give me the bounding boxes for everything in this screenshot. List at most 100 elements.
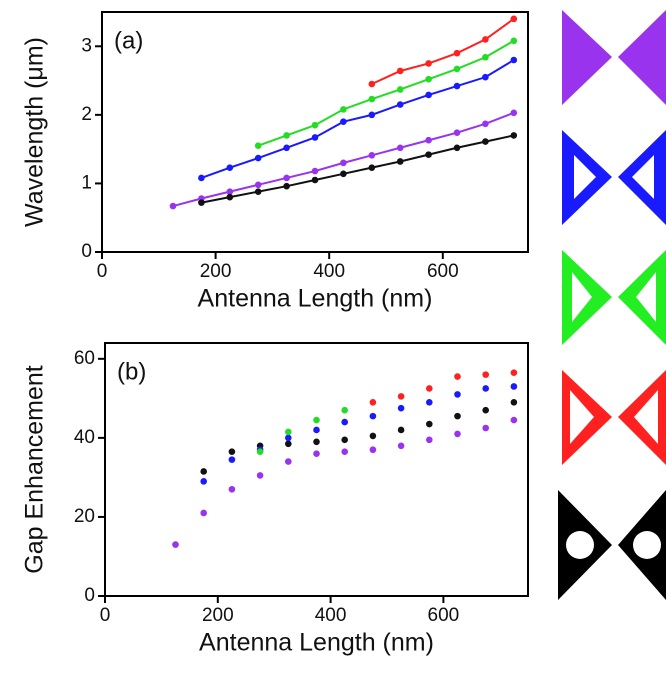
data-point <box>313 438 320 446</box>
data-point <box>228 485 236 493</box>
data-point <box>172 541 179 548</box>
data-point <box>510 109 518 117</box>
icon-hole <box>632 155 654 199</box>
data-point <box>341 418 349 426</box>
data-point <box>482 385 490 392</box>
y-tick-label: 40 <box>74 427 95 448</box>
data-point <box>283 144 290 152</box>
data-point <box>283 182 290 190</box>
data-point <box>510 398 518 406</box>
data-point <box>396 144 404 152</box>
y-tick-label: 0 <box>81 241 92 262</box>
data-point <box>340 106 347 113</box>
data-point <box>368 152 376 159</box>
data-point <box>425 136 432 144</box>
data-point <box>510 369 518 376</box>
icon-triangle <box>562 10 612 105</box>
y-tick-label: 0 <box>84 585 95 606</box>
y-axis-label: Gap Enhancement <box>21 365 49 574</box>
data-point <box>482 406 490 414</box>
data-point <box>510 416 518 424</box>
icon-hole <box>636 272 656 322</box>
data-point <box>254 154 262 162</box>
data-point <box>425 75 432 83</box>
data-point <box>369 398 377 406</box>
data-point <box>453 129 461 136</box>
data-point <box>341 406 349 414</box>
data-point <box>396 101 404 108</box>
data-point <box>254 181 262 189</box>
x-tick-label: 200 <box>202 605 234 626</box>
y-axis-label: Wavelength (μm) <box>21 37 49 227</box>
x-tick-label: 600 <box>428 605 460 626</box>
x-axis-label: Antenna Length (nm) <box>198 285 433 313</box>
data-point <box>313 426 320 434</box>
data-point <box>510 56 518 64</box>
data-point <box>426 398 433 406</box>
data-point <box>510 132 518 139</box>
y-tick-label: 60 <box>74 348 95 369</box>
data-point <box>454 391 461 398</box>
data-point <box>228 448 236 456</box>
data-point <box>397 393 405 400</box>
data-point <box>368 80 376 88</box>
data-point <box>396 86 404 93</box>
data-point <box>340 170 347 178</box>
data-point <box>369 412 377 420</box>
data-point <box>256 472 264 479</box>
data-point <box>426 385 433 392</box>
data-point <box>425 60 432 67</box>
data-point <box>285 440 292 448</box>
data-point <box>426 420 433 428</box>
data-point <box>200 468 207 475</box>
data-point <box>341 448 349 456</box>
data-point <box>482 424 490 432</box>
data-point <box>453 82 461 90</box>
panel-label: (b) <box>117 358 146 385</box>
data-point <box>425 91 432 99</box>
series-line <box>257 39 515 147</box>
data-point <box>369 446 377 454</box>
bowtie-icons <box>558 10 666 600</box>
data-point <box>285 458 292 465</box>
x-tick-label: 0 <box>100 605 111 626</box>
data-point <box>200 509 207 517</box>
data-point <box>368 95 376 103</box>
data-point <box>313 450 320 457</box>
data-point <box>396 67 404 75</box>
data-point <box>200 478 207 485</box>
data-point <box>311 121 319 129</box>
y-tick-label: 2 <box>81 104 92 125</box>
data-point <box>340 159 347 167</box>
data-point <box>368 111 376 119</box>
panel-label: (a) <box>114 27 143 54</box>
data-point <box>510 383 518 390</box>
plot-frame <box>104 342 529 597</box>
data-point <box>426 436 433 444</box>
data-point <box>368 164 376 171</box>
series-line <box>172 111 515 208</box>
data-point <box>226 193 234 201</box>
data-point <box>369 432 377 440</box>
data-point <box>283 174 290 182</box>
icon-hole <box>574 155 596 199</box>
x-tick-label: 200 <box>200 261 232 282</box>
data-point <box>254 142 262 150</box>
data-point <box>285 434 292 442</box>
data-point <box>285 428 292 436</box>
data-point <box>453 144 461 152</box>
plot-frame <box>101 11 529 253</box>
data-point <box>169 202 177 210</box>
data-point <box>340 118 347 126</box>
x-axis-label: Antenna Length (nm) <box>199 629 434 657</box>
icon-hole <box>633 531 661 559</box>
series-line <box>371 18 515 85</box>
data-point <box>510 15 518 23</box>
y-tick-label: 20 <box>74 506 95 527</box>
icon-hole <box>572 272 592 322</box>
icon-triangle <box>618 10 666 105</box>
x-tick-label: 400 <box>315 605 347 626</box>
x-tick-label: 600 <box>427 261 459 282</box>
data-point <box>454 430 461 438</box>
